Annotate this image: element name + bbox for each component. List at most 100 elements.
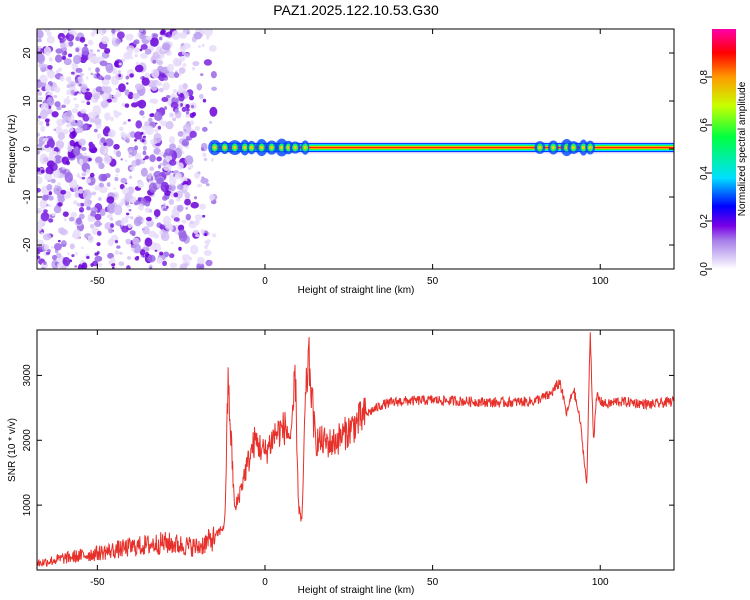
heatmap-cell bbox=[176, 204, 184, 212]
heatmap-cell bbox=[71, 107, 79, 114]
heatmap-cell bbox=[202, 214, 206, 218]
heatmap-cell bbox=[168, 112, 174, 118]
heatmap-cell bbox=[185, 213, 191, 221]
signal-blob bbox=[260, 145, 264, 150]
signal-blob bbox=[286, 145, 291, 150]
heatmap-cell bbox=[76, 203, 81, 207]
heatmap-cell bbox=[164, 32, 169, 37]
heatmap-cell bbox=[124, 159, 128, 163]
heatmap-cell bbox=[189, 95, 195, 101]
heatmap-cell bbox=[138, 29, 144, 32]
signal-blob bbox=[551, 145, 555, 150]
heatmap-cell bbox=[89, 124, 92, 128]
heatmap-cell bbox=[55, 140, 65, 150]
heatmap-cell bbox=[53, 94, 58, 98]
heatmap-cell bbox=[91, 191, 97, 196]
heatmap-cell bbox=[37, 53, 46, 64]
heatmap-cell bbox=[137, 197, 142, 202]
heatmap-cell bbox=[184, 198, 191, 206]
heatmap-cell bbox=[111, 29, 116, 34]
heatmap-cell bbox=[182, 184, 189, 191]
heatmap-cell bbox=[165, 29, 170, 32]
spectrogram-x-label: Height of straight line (km) bbox=[298, 285, 415, 296]
heatmap-cell bbox=[159, 251, 164, 256]
heatmap-cell bbox=[127, 147, 132, 151]
heatmap-cell bbox=[85, 178, 91, 184]
heatmap-cell bbox=[190, 201, 199, 209]
heatmap-cell bbox=[189, 112, 195, 119]
heatmap-cell bbox=[174, 172, 182, 180]
heatmap-cell bbox=[84, 44, 88, 47]
heatmap-cell bbox=[37, 81, 43, 88]
heatmap-cell bbox=[149, 154, 156, 163]
heatmap-cell bbox=[178, 67, 186, 74]
heatmap-cell bbox=[161, 96, 169, 103]
heatmap-cell bbox=[125, 33, 134, 41]
heatmap-cell bbox=[182, 257, 187, 261]
y-tick-label: 20 bbox=[22, 47, 33, 59]
snr-panel: -50 0 50 100 1000 2000 3000 Height of straigh… bbox=[7, 329, 675, 596]
heatmap-cell bbox=[162, 82, 170, 91]
heatmap-cell bbox=[75, 252, 78, 256]
heatmap-cell bbox=[208, 193, 215, 201]
heatmap-cell bbox=[124, 103, 130, 108]
heatmap-cell bbox=[156, 81, 163, 87]
heatmap-cell bbox=[104, 126, 110, 134]
heatmap-cell bbox=[181, 150, 185, 155]
heatmap-cell bbox=[152, 33, 159, 39]
heatmap-cell bbox=[81, 100, 86, 104]
heatmap-cell bbox=[57, 182, 61, 187]
heatmap-cell bbox=[78, 138, 86, 146]
heatmap-cell bbox=[178, 229, 187, 239]
heatmap-cell bbox=[135, 158, 141, 166]
heatmap-cell bbox=[37, 38, 42, 43]
heatmap-cell bbox=[121, 102, 126, 107]
heatmap-cell bbox=[171, 170, 174, 173]
heatmap-cell bbox=[38, 239, 45, 247]
heatmap-cell bbox=[59, 75, 65, 82]
heatmap-cell bbox=[162, 195, 168, 201]
heatmap-cell bbox=[44, 144, 50, 149]
heatmap-cell bbox=[115, 87, 119, 91]
heatmap-cell bbox=[149, 166, 155, 172]
chart-title: PAZ1.2025.122.10.53.G30 bbox=[273, 2, 439, 18]
heatmap-cell bbox=[144, 237, 153, 247]
colorbar: 0.0 0.2 0.4 0.6 0.8 Normalized spectral ampl… bbox=[699, 29, 748, 276]
heatmap-cell bbox=[95, 67, 100, 73]
colorbar-tick-label: 0.2 bbox=[699, 214, 710, 228]
heatmap-cell bbox=[81, 262, 88, 269]
heatmap-cell bbox=[67, 145, 73, 152]
heatmap-cell bbox=[163, 106, 168, 110]
heatmap-cell bbox=[61, 167, 66, 170]
heatmap-cell bbox=[76, 173, 80, 178]
heatmap-cell bbox=[90, 31, 96, 37]
heatmap-cell bbox=[140, 52, 149, 59]
heatmap-cell bbox=[71, 130, 77, 138]
heatmap-cell bbox=[46, 203, 49, 207]
heatmap-cell bbox=[130, 247, 135, 252]
heatmap-cell bbox=[204, 232, 208, 237]
heatmap-cell bbox=[155, 216, 158, 219]
heatmap-cell bbox=[156, 108, 160, 113]
heatmap-cell bbox=[130, 216, 134, 220]
heatmap-cell bbox=[46, 35, 55, 44]
heatmap-cell bbox=[177, 131, 185, 137]
heatmap-cell bbox=[62, 38, 67, 42]
spectrogram-y-label: Frequency (Hz) bbox=[7, 115, 18, 184]
heatmap-cell bbox=[77, 78, 82, 83]
heatmap-cell bbox=[104, 173, 111, 179]
heatmap-cell bbox=[99, 222, 103, 226]
heatmap-cell bbox=[113, 60, 120, 68]
heatmap-cell bbox=[201, 176, 205, 180]
heatmap-cell bbox=[72, 200, 78, 205]
colorbar-tick-label: 0.8 bbox=[699, 70, 710, 84]
heatmap-cell bbox=[165, 94, 171, 99]
colorbar-tick-label: 0.0 bbox=[699, 262, 710, 276]
x-tick-label: 0 bbox=[262, 276, 268, 287]
heatmap-cell bbox=[115, 150, 122, 158]
heatmap-cell bbox=[136, 255, 140, 258]
heatmap-cell bbox=[111, 97, 118, 103]
heatmap-cell bbox=[129, 175, 133, 179]
heatmap-cell bbox=[134, 64, 144, 73]
heatmap-cell bbox=[139, 33, 145, 40]
